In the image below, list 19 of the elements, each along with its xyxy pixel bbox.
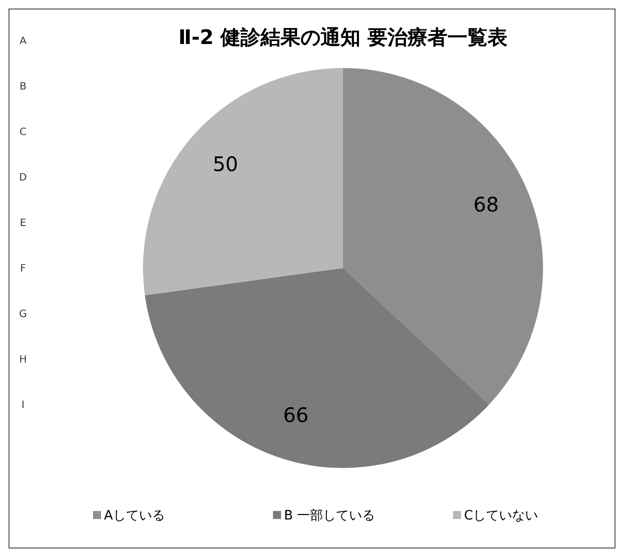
text: B xyxy=(20,82,27,92)
text: C xyxy=(20,127,27,138)
text: H xyxy=(19,354,27,366)
data-label: 66 xyxy=(283,403,309,428)
pie-slice xyxy=(343,68,543,405)
text: F xyxy=(20,264,26,274)
text: A xyxy=(20,36,27,47)
data-label: 50 xyxy=(212,152,238,176)
data-label: 68 xyxy=(473,192,499,216)
chart-title: Ⅱ-2 健診結果の通知 要治療者一覧表 xyxy=(178,25,508,49)
legend-label: Aしている xyxy=(104,508,165,524)
pie-slice xyxy=(144,268,490,468)
text: E xyxy=(20,218,26,229)
legend-label: B 一部している xyxy=(284,508,376,524)
legend-label: Cしていない xyxy=(464,508,538,524)
pie-slice xyxy=(143,68,343,296)
text: G xyxy=(19,309,27,320)
text: D xyxy=(19,172,28,184)
text: I xyxy=(22,400,24,411)
